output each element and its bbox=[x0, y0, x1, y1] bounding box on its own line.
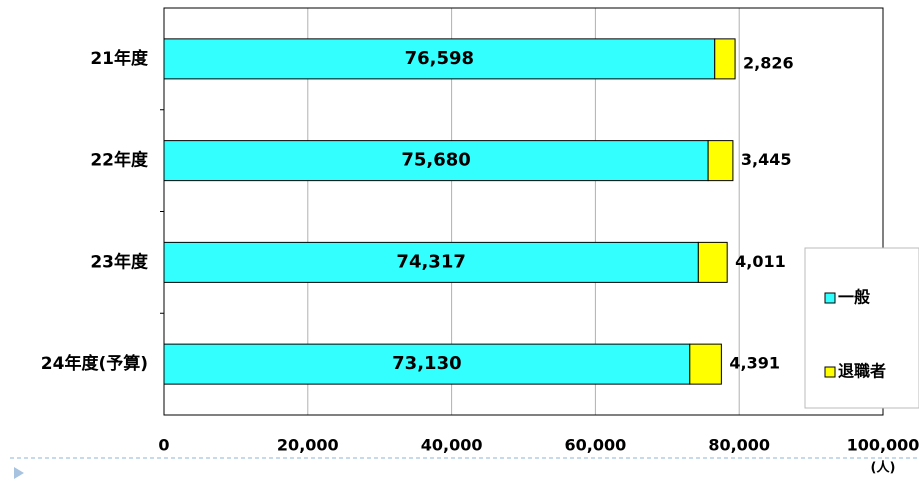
bar bbox=[689, 343, 722, 385]
x-tick-label: 40,000 bbox=[421, 436, 483, 455]
y-tick-label: 21年度 bbox=[90, 48, 149, 69]
footer-icon bbox=[14, 467, 24, 479]
bar bbox=[697, 241, 728, 283]
data-label: 76,598 bbox=[405, 48, 474, 69]
bar bbox=[163, 343, 691, 385]
data-label: 75,680 bbox=[401, 150, 470, 171]
x-tick-label: 0 bbox=[158, 436, 169, 455]
bar bbox=[714, 38, 736, 80]
data-label: 73,130 bbox=[392, 353, 461, 374]
y-tick-label: 22年度 bbox=[90, 150, 149, 171]
data-label: 4,011 bbox=[735, 252, 786, 271]
legend-label: 一般 bbox=[838, 288, 870, 307]
data-label: 2,826 bbox=[743, 53, 794, 72]
legend-swatch bbox=[824, 292, 836, 304]
x-tick-label: 20,000 bbox=[277, 436, 339, 455]
legend-box bbox=[804, 247, 919, 409]
legend-swatch bbox=[824, 366, 836, 378]
y-tick-label: 23年度 bbox=[90, 251, 149, 272]
x-tick-label: 100,000 bbox=[847, 436, 919, 455]
data-label: 3,445 bbox=[741, 150, 792, 169]
data-label: 4,391 bbox=[729, 354, 780, 373]
bar bbox=[163, 38, 716, 80]
bar bbox=[163, 140, 709, 182]
x-tick-label: 80,000 bbox=[708, 436, 770, 455]
x-unit: (人) bbox=[871, 460, 896, 476]
bar bbox=[707, 140, 734, 182]
x-tick-label: 60,000 bbox=[565, 436, 627, 455]
legend-label: 退職者 bbox=[838, 362, 886, 381]
y-tick-label: 24年度(予算) bbox=[41, 353, 148, 374]
data-label: 74,317 bbox=[396, 251, 465, 272]
